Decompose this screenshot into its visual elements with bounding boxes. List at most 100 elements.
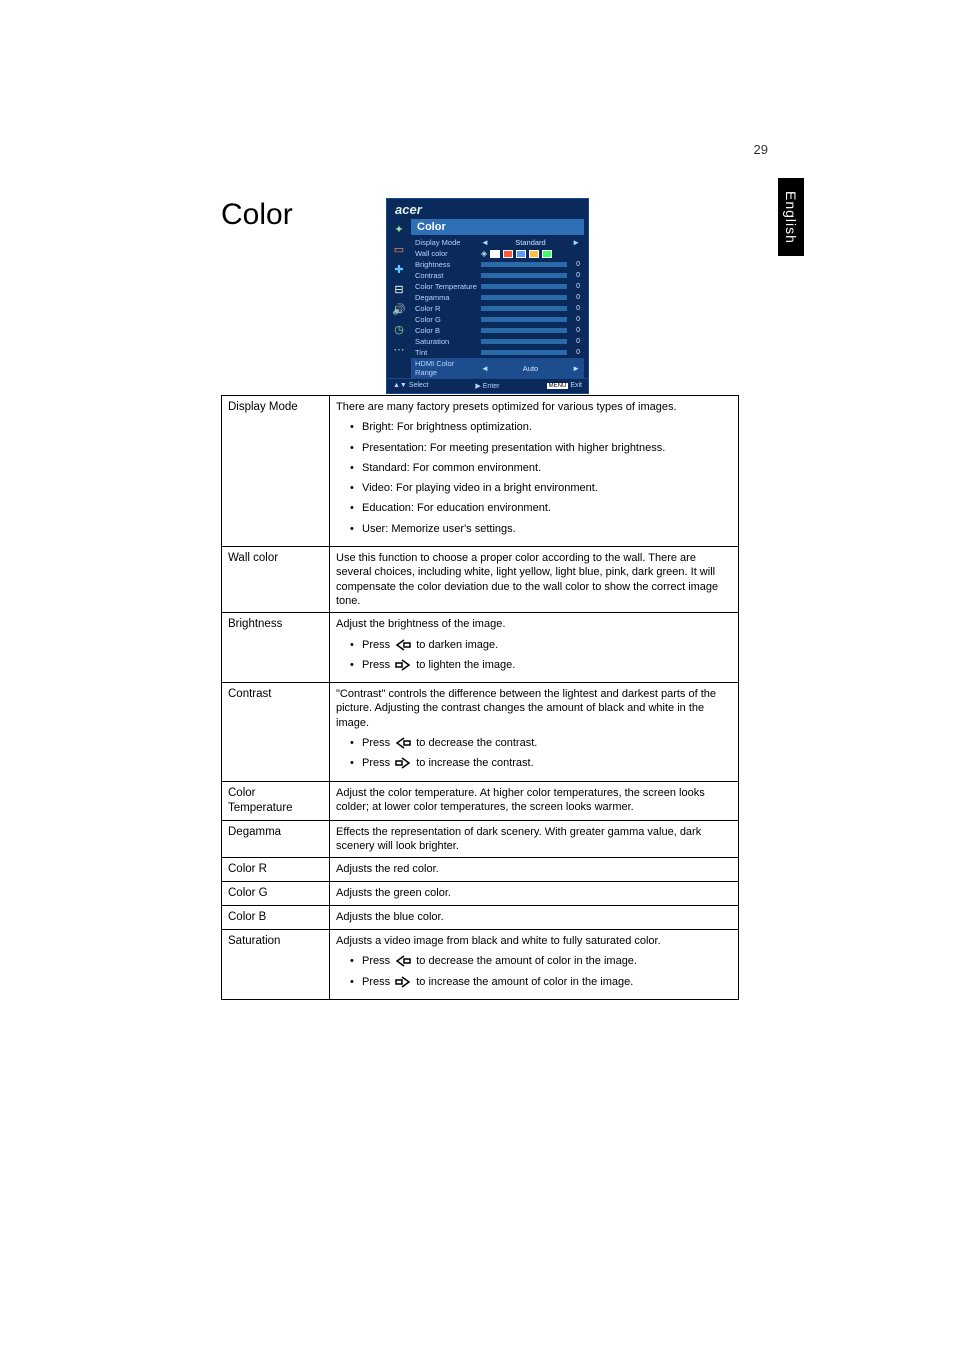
osd-slider — [481, 262, 567, 267]
osd-row-label: Color R — [415, 304, 477, 313]
osd-row-label: Color G — [415, 315, 477, 324]
timer-icon: ◷ — [392, 322, 406, 336]
osd-row-label: Brightness — [415, 260, 477, 269]
osd-row: Wall color ◈ — [411, 248, 584, 259]
osd-slider-value: 0 — [570, 305, 580, 312]
setting-description: Adjust the brightness of the image. Press… — [330, 613, 739, 683]
left-press-icon — [395, 639, 411, 651]
item-list: Bright: For brightness optimization. Pres… — [336, 420, 732, 536]
setting-label: Contrast — [222, 683, 330, 781]
osd-row-control: ◈ — [481, 249, 580, 258]
list-item: Bright: For brightness optimization. — [336, 420, 732, 434]
osd-row-control: 0 — [481, 316, 580, 323]
color-swatch — [516, 250, 526, 258]
osd-slider-value: 0 — [570, 327, 580, 334]
osd-value: Standard — [492, 238, 569, 247]
osd-row: HDMI Color Range◄Auto► — [411, 358, 584, 378]
adjust-icon: ✚ — [392, 262, 406, 276]
osd-row: Color R 0 — [411, 303, 584, 314]
osd-slider — [481, 284, 567, 289]
setting-description: Adjusts a video image from black and whi… — [330, 929, 739, 999]
list-item: User: Memorize user's settings. — [336, 522, 732, 536]
desc-text: Effects the representation of dark scene… — [336, 825, 732, 854]
desc-text: Adjusts the blue color. — [336, 910, 732, 924]
osd-row-label: Display Mode — [415, 238, 477, 247]
settings-table: Display ModeThere are many factory prese… — [221, 395, 739, 1000]
setting-label: Degamma — [222, 820, 330, 858]
osd-slider — [481, 350, 567, 355]
osd-slider — [481, 306, 567, 311]
color-swatch — [542, 250, 552, 258]
right-arrow-icon: ► — [572, 364, 580, 373]
osd-slider-value: 0 — [570, 272, 580, 279]
osd-row-control: 0 — [481, 283, 580, 290]
setting-label: Wall color — [222, 547, 330, 613]
table-row: Color G Adjusts the green color. — [222, 882, 739, 906]
list-item: Press to increase the amount of color in… — [336, 975, 732, 989]
image-icon: ▭ — [392, 242, 406, 256]
list-item: Education: For education environment. — [336, 501, 732, 515]
intro-text: "Contrast" controls the difference betwe… — [336, 687, 732, 730]
setting-description: Adjusts the red color. — [330, 858, 739, 882]
desc-text: Adjusts the green color. — [336, 886, 732, 900]
osd-row-control: 0 — [481, 338, 580, 345]
setting-description: Effects the representation of dark scene… — [330, 820, 739, 858]
desc-text: Adjust the color temperature. At higher … — [336, 786, 732, 815]
press-list: Press to darken image.Press to lighten t… — [336, 638, 732, 673]
osd-screenshot: acer ✦ ▭ ✚ ⊟ 🔊 ◷ ⋯ Color Display Mode◄St… — [386, 198, 589, 394]
right-press-icon — [395, 976, 411, 988]
list-item: Video: For playing video in a bright env… — [336, 481, 732, 495]
setting-description: Adjust the color temperature. At higher … — [330, 781, 739, 820]
osd-slider — [481, 328, 567, 333]
osd-section-title: Color — [411, 219, 584, 235]
color-swatch — [503, 250, 513, 258]
osd-row-label: Color B — [415, 326, 477, 335]
right-press-icon — [395, 757, 411, 769]
setting-description: There are many factory presets optimized… — [330, 396, 739, 547]
desc-text: Adjusts the red color. — [336, 862, 732, 876]
select-arrows-icon: ▲▼ — [393, 382, 407, 389]
table-row: Contrast"Contrast" controls the differen… — [222, 683, 739, 781]
list-item: Press to lighten the image. — [336, 658, 732, 672]
osd-slider-value: 0 — [570, 261, 580, 268]
swatch-marker-icon: ◈ — [481, 249, 487, 258]
osd-row: Display Mode◄Standard► — [411, 237, 584, 248]
setting-label: Color R — [222, 858, 330, 882]
setting-description: Use this function to choose a proper col… — [330, 547, 739, 613]
setting-description: Adjusts the green color. — [330, 882, 739, 906]
osd-row-control: 0 — [481, 272, 580, 279]
list-item: Presentation: For meeting presentation w… — [336, 441, 732, 455]
osd-row: Contrast0 — [411, 270, 584, 281]
enter-arrow-icon: ▶ — [475, 383, 480, 390]
osd-slider-value: 0 — [570, 349, 580, 356]
osd-value: Auto — [492, 364, 569, 373]
osd-row-control: 0 — [481, 327, 580, 334]
osd-row-label: Tint — [415, 348, 477, 357]
osd-row-label: Wall color — [415, 249, 477, 258]
setting-label: Color G — [222, 882, 330, 906]
sound-icon: 🔊 — [392, 302, 406, 316]
intro-text: Adjust the brightness of the image. — [336, 617, 732, 631]
color-swatch — [490, 250, 500, 258]
osd-row: Saturation0 — [411, 336, 584, 347]
page-title: Color — [221, 198, 293, 232]
osd-row-control: 0 — [481, 294, 580, 301]
osd-select-label: Select — [409, 382, 428, 389]
table-row: DegammaEffects the representation of dar… — [222, 820, 739, 858]
table-row: Color TemperatureAdjust the color temper… — [222, 781, 739, 820]
table-row: Display ModeThere are many factory prese… — [222, 396, 739, 547]
color-swatch — [529, 250, 539, 258]
osd-logo: acer — [387, 199, 588, 219]
list-item: Press to increase the contrast. — [336, 756, 732, 770]
osd-slider — [481, 295, 567, 300]
left-arrow-icon: ◄ — [481, 238, 489, 247]
osd-row-label: Color Temperature — [415, 282, 477, 291]
setting-label: Brightness — [222, 613, 330, 683]
osd-slider — [481, 317, 567, 322]
language-tab: English — [778, 178, 804, 256]
port-icon: ⊟ — [392, 282, 406, 296]
osd-slider — [481, 339, 567, 344]
osd-row: Degamma0 — [411, 292, 584, 303]
osd-row-control: 0 — [481, 261, 580, 268]
list-item: Standard: For common environment. — [336, 461, 732, 475]
